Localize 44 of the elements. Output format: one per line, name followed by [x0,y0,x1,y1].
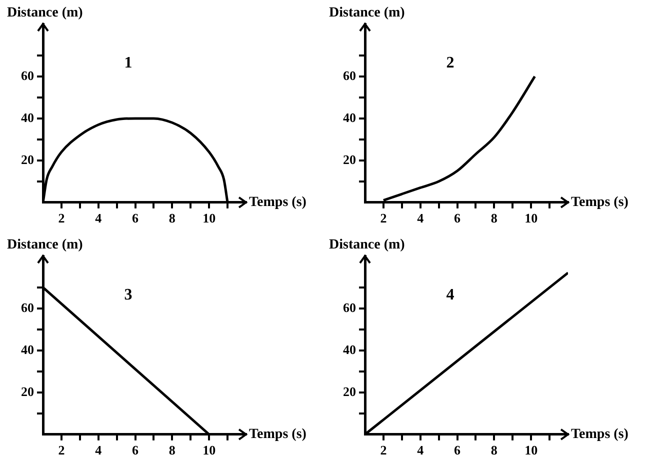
x-tick-label: 6 [454,442,462,458]
y-tick-label: 60 [21,68,34,83]
x-axis-title: Temps (s) [249,195,307,210]
x-tick-label: 8 [490,442,498,458]
x-tick-label: 4 [95,210,102,226]
x-tick-label: 2 [380,210,387,226]
y-axis-title: Distance (m) [7,238,84,253]
x-tick-label: 10 [202,210,216,226]
annotation: 1 [124,54,132,72]
y-axis-title: Distance (m) [329,6,406,21]
x-tick-label: 8 [490,210,498,226]
annotation: 4 [446,286,454,304]
y-tick-label: 40 [21,110,34,125]
y-tick-label: 20 [21,152,34,167]
x-tick-label: 2 [380,442,387,458]
x-tick-label: 10 [202,442,216,458]
x-tick-label: 6 [132,210,140,226]
x-tick-label: 10 [524,210,538,226]
x-axis-title: Temps (s) [571,195,629,210]
x-tick-label: 4 [417,442,424,458]
y-tick-label: 40 [343,342,356,357]
y-tick-label: 60 [21,300,34,315]
y-axis-title: Distance (m) [7,6,84,21]
y-tick-label: 40 [21,342,34,357]
x-tick-label: 4 [417,210,424,226]
x-tick-label: 2 [58,210,65,226]
y-tick-label: 40 [343,110,356,125]
y-tick-label: 20 [21,384,34,399]
annotation: 3 [124,286,132,304]
x-axis-title: Temps (s) [571,427,629,442]
x-tick-label: 8 [168,210,176,226]
x-tick-label: 6 [454,210,462,226]
x-tick-label: 8 [168,442,176,458]
y-tick-label: 20 [343,152,356,167]
x-tick-label: 10 [524,442,538,458]
x-axis-title: Temps (s) [249,427,307,442]
x-tick-label: 4 [95,442,102,458]
y-tick-label: 60 [343,300,356,315]
y-tick-label: 60 [343,68,356,83]
x-tick-label: 6 [132,442,140,458]
x-tick-label: 2 [58,442,65,458]
y-axis-title: Distance (m) [329,238,406,253]
annotation: 2 [446,54,454,72]
y-tick-label: 20 [343,384,356,399]
